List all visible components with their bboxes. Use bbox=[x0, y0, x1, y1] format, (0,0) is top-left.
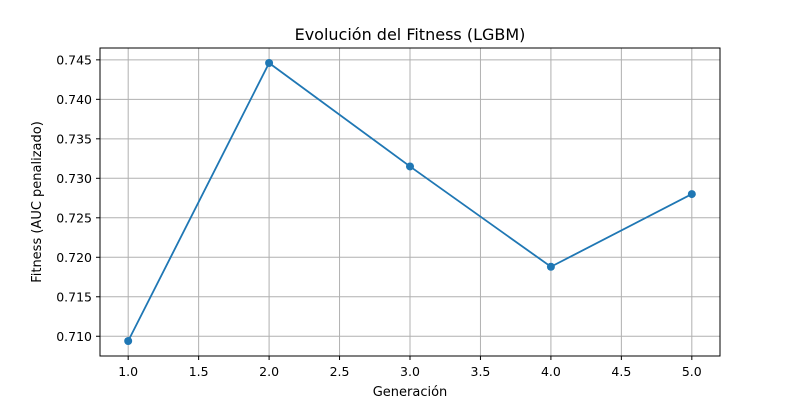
series-layer bbox=[124, 59, 696, 345]
y-tick-label: 0.715 bbox=[56, 289, 92, 304]
x-tick-label: 3.5 bbox=[471, 364, 491, 379]
y-tick-label: 0.710 bbox=[56, 329, 92, 344]
x-tick-label: 3.0 bbox=[400, 364, 420, 379]
data-point bbox=[406, 162, 414, 171]
y-tick-label: 0.735 bbox=[56, 131, 92, 146]
x-tick-label: 4.0 bbox=[541, 364, 561, 379]
x-tick-label: 5.0 bbox=[682, 364, 702, 379]
data-point bbox=[265, 59, 274, 68]
x-tick-label: 1.5 bbox=[189, 364, 209, 379]
x-tick-label: 2.0 bbox=[259, 364, 279, 379]
y-tick-label: 0.745 bbox=[56, 52, 92, 67]
data-point bbox=[546, 262, 555, 271]
grid-lines bbox=[100, 48, 720, 356]
y-axis-label: Fitness (AUC penalizado) bbox=[30, 121, 45, 283]
y-tick-label: 0.730 bbox=[56, 171, 92, 186]
axis-ticks: 1.0 1.5 2.0 2.5 3.0 3.5 4.0 4.5 5.0 0.710 0.715 0.7… bbox=[56, 52, 702, 379]
data-point bbox=[687, 190, 696, 199]
y-tick-label: 0.725 bbox=[56, 210, 92, 225]
x-tick-label: 1.0 bbox=[118, 364, 138, 379]
x-tick-label: 2.5 bbox=[330, 364, 350, 379]
x-axis-label: Generación bbox=[373, 385, 448, 400]
y-tick-label: 0.720 bbox=[56, 250, 92, 265]
y-tick-label: 0.740 bbox=[56, 92, 92, 107]
chart-title: Evolución del Fitness (LGBM) bbox=[295, 25, 526, 44]
data-point bbox=[124, 336, 133, 345]
x-tick-label: 4.5 bbox=[611, 364, 631, 379]
